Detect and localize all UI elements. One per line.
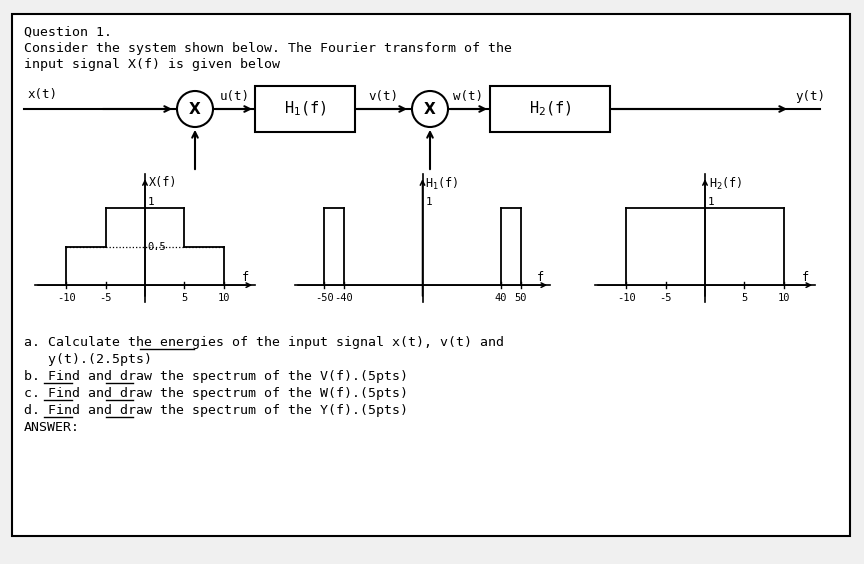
- Text: H$_1$(f): H$_1$(f): [425, 177, 459, 192]
- Text: 5: 5: [181, 293, 187, 303]
- Text: 2cos(100πτ): 2cos(100πτ): [151, 177, 239, 190]
- Text: f: f: [242, 271, 249, 284]
- Text: c. Find and draw the spectrum of the W(f).(5pts): c. Find and draw the spectrum of the W(f…: [24, 387, 408, 400]
- Text: f: f: [802, 271, 809, 284]
- Text: 10: 10: [778, 293, 790, 303]
- Circle shape: [412, 91, 448, 127]
- Text: 2cos(100πτ): 2cos(100πτ): [386, 177, 474, 190]
- Text: 1: 1: [148, 197, 154, 207]
- Text: H$_2$(f): H$_2$(f): [529, 100, 571, 118]
- FancyBboxPatch shape: [490, 86, 610, 132]
- FancyBboxPatch shape: [12, 14, 850, 536]
- Circle shape: [177, 91, 213, 127]
- FancyBboxPatch shape: [255, 86, 355, 132]
- Text: -5: -5: [99, 293, 112, 303]
- Text: 1: 1: [425, 197, 432, 207]
- Text: d. Find and draw the spectrum of the Y(f).(5pts): d. Find and draw the spectrum of the Y(f…: [24, 404, 408, 417]
- Text: H$_2$(f): H$_2$(f): [709, 177, 742, 192]
- Text: 50: 50: [514, 293, 527, 303]
- Text: -10: -10: [57, 293, 76, 303]
- Text: 40: 40: [495, 293, 507, 303]
- Text: 5: 5: [741, 293, 747, 303]
- Text: x(t): x(t): [28, 88, 58, 101]
- Text: v(t): v(t): [368, 90, 398, 103]
- Text: u(t): u(t): [220, 90, 250, 103]
- Text: y(t).(2.5pts): y(t).(2.5pts): [24, 353, 152, 366]
- Text: w(t): w(t): [453, 90, 483, 103]
- Text: -50: -50: [315, 293, 334, 303]
- Text: -5: -5: [659, 293, 672, 303]
- Text: Question 1.: Question 1.: [24, 26, 112, 39]
- Text: X: X: [424, 102, 435, 117]
- Text: b. Find and draw the spectrum of the V(f).(5pts): b. Find and draw the spectrum of the V(f…: [24, 370, 408, 383]
- Text: H$_1$(f): H$_1$(f): [283, 100, 327, 118]
- Text: ANSWER:: ANSWER:: [24, 421, 80, 434]
- Text: X(f): X(f): [149, 177, 177, 190]
- Text: -40: -40: [334, 293, 353, 303]
- Text: y(t): y(t): [795, 90, 825, 103]
- Text: X: X: [189, 102, 200, 117]
- Text: f: f: [537, 271, 544, 284]
- Text: Consider the system shown below. The Fourier transform of the: Consider the system shown below. The Fou…: [24, 42, 512, 55]
- Text: 0.5: 0.5: [148, 242, 166, 252]
- Text: 1: 1: [708, 197, 715, 207]
- Text: 10: 10: [218, 293, 230, 303]
- Text: input signal X(f) is given below: input signal X(f) is given below: [24, 58, 280, 71]
- Text: a. Calculate the energies of the input signal x(t), v(t) and: a. Calculate the energies of the input s…: [24, 336, 504, 349]
- Text: -10: -10: [617, 293, 636, 303]
